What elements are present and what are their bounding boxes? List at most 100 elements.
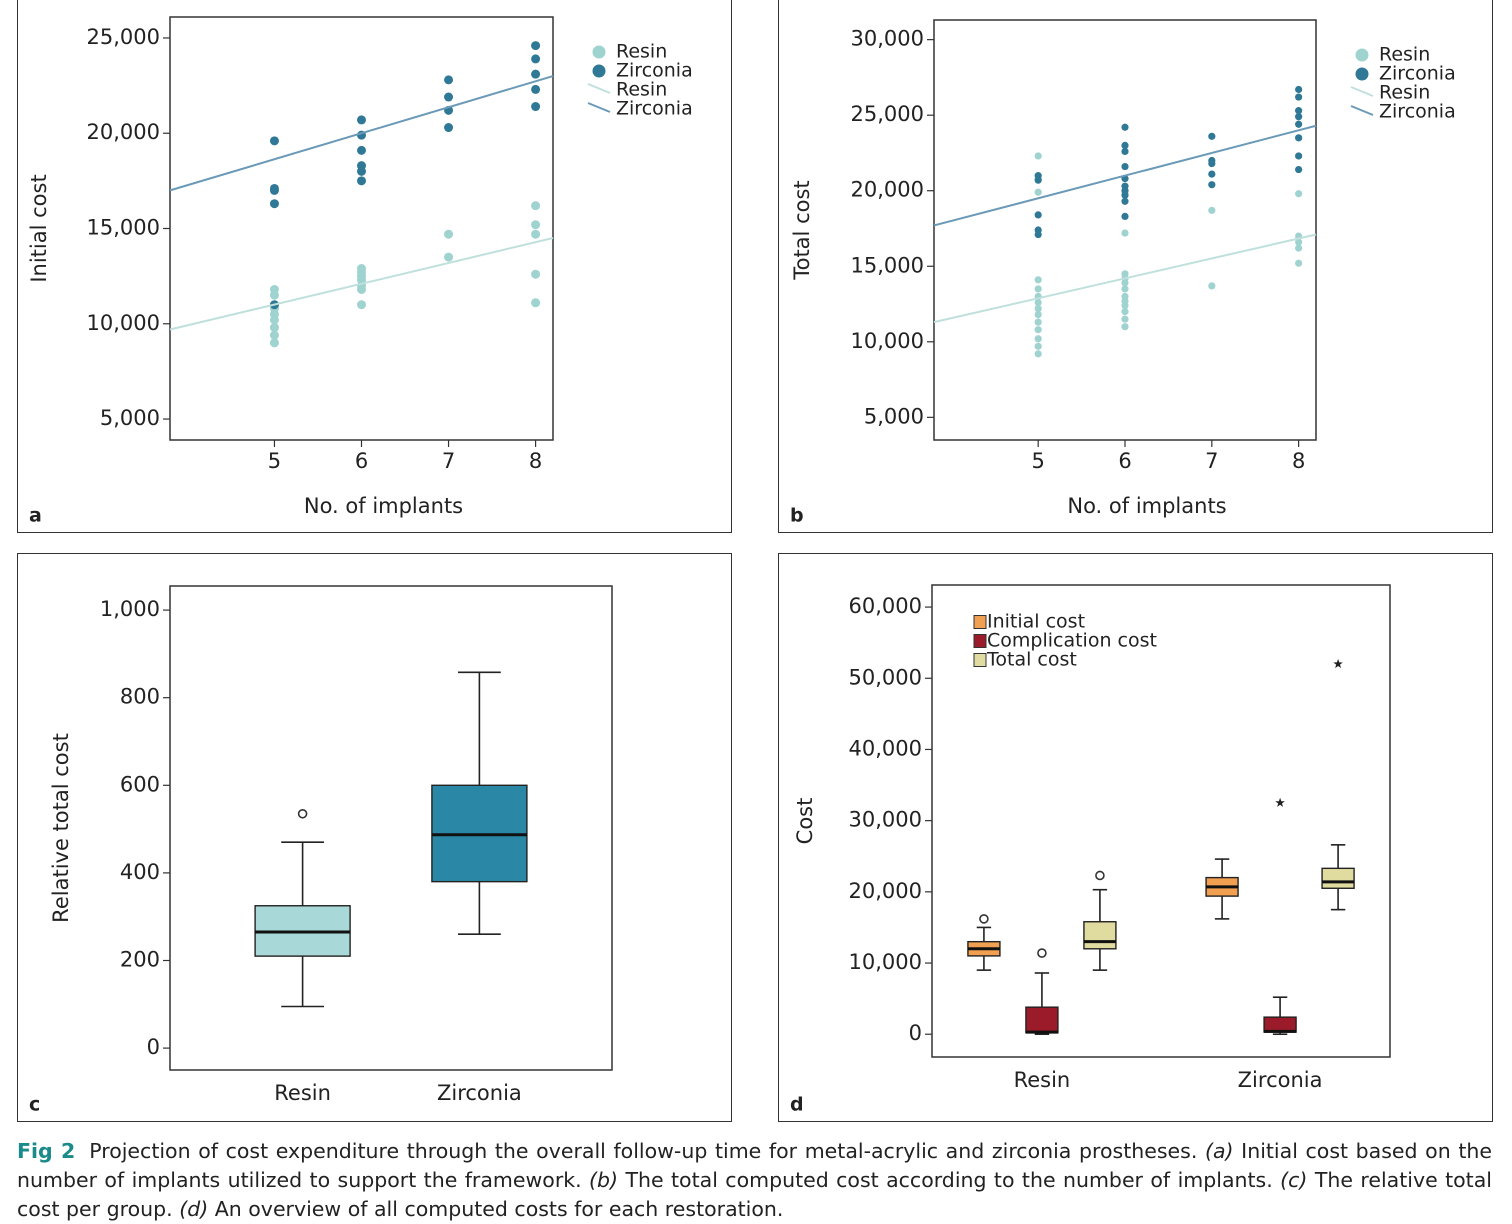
point: [1034, 318, 1042, 326]
point: [357, 284, 366, 294]
y-tick-label: 30,000: [849, 808, 922, 832]
legend-label: Zirconia: [616, 98, 693, 120]
legend-swatch: [973, 653, 987, 667]
caption-text: (b): [589, 1168, 619, 1192]
point: [269, 136, 279, 146]
y-tick-label: 20,000: [851, 178, 924, 202]
point: [531, 201, 541, 211]
panel-label: c: [29, 1094, 40, 1116]
point: [357, 166, 366, 176]
fig: Fig 2: [17, 1139, 76, 1163]
panel-frame: [778, 0, 1493, 533]
legend-marker: [592, 64, 606, 78]
point: [1295, 190, 1303, 198]
point: [1121, 279, 1129, 287]
point: [269, 290, 279, 300]
point: [1121, 123, 1129, 131]
legend-label: Resin: [1379, 44, 1430, 66]
panel-frame: [17, 553, 732, 1122]
point: [531, 229, 541, 239]
point: [1121, 323, 1129, 331]
point: [269, 323, 279, 333]
point: [1295, 152, 1303, 160]
point: [1034, 276, 1042, 284]
x-tick-label: 5: [268, 449, 281, 473]
caption: Fig 2 Projection of cost expenditure thro…: [17, 1137, 1492, 1224]
point: [531, 269, 541, 279]
point: [1208, 132, 1216, 140]
caption-text: An overview of all computed costs for ea…: [208, 1197, 784, 1221]
point: [1295, 238, 1303, 246]
fit-line: [933, 124, 1317, 227]
legend-label: Complication cost: [987, 630, 1157, 652]
box: [1321, 867, 1355, 889]
point: [444, 252, 454, 262]
point: [269, 315, 279, 325]
legend-marker: [1355, 67, 1369, 81]
outlier: [297, 808, 308, 819]
point: [269, 338, 279, 348]
legend-line: [587, 83, 611, 94]
y-tick-label: 200: [120, 947, 160, 971]
y-tick-label: 50,000: [849, 665, 922, 689]
legend-marker: [592, 45, 606, 59]
extreme: [1333, 659, 1343, 669]
y-tick-label: 25,000: [87, 25, 160, 49]
x-axis-label: No. of implants: [304, 494, 463, 518]
y-tick-label: 400: [120, 860, 160, 884]
point: [531, 220, 541, 230]
x-tick-label: Resin: [274, 1081, 331, 1105]
legend-swatch: [973, 634, 987, 648]
legend-label: Zirconia: [1379, 101, 1456, 123]
point: [1295, 120, 1303, 128]
y-axis-label: Cost: [793, 798, 817, 845]
point: [531, 41, 541, 51]
y-tick-label: 25,000: [851, 102, 924, 126]
point: [357, 176, 366, 186]
point: [1295, 113, 1303, 121]
x-tick-label: 8: [1292, 449, 1305, 473]
point: [1208, 181, 1216, 189]
y-tick-label: 800: [120, 685, 160, 709]
legend-label: Total cost: [986, 649, 1077, 671]
outlier: [1037, 948, 1047, 958]
y-tick-label: 20,000: [87, 120, 160, 144]
x-tick-label: 5: [1031, 449, 1044, 473]
point: [1034, 285, 1042, 293]
fit-line: [169, 75, 554, 192]
point: [1034, 342, 1042, 350]
point: [1121, 197, 1129, 205]
x-tick-label: 6: [1118, 449, 1131, 473]
box: [1263, 1016, 1297, 1033]
plot-area: [169, 585, 613, 1071]
point: [444, 123, 454, 133]
point: [444, 92, 454, 102]
point: [444, 75, 454, 85]
y-tick-label: 20,000: [849, 879, 922, 903]
point: [1295, 244, 1303, 252]
point: [531, 102, 541, 112]
box: [1083, 921, 1117, 950]
y-tick-label: 600: [120, 772, 160, 796]
y-tick-label: 30,000: [851, 27, 924, 51]
fit-line: [169, 237, 554, 331]
point: [1295, 93, 1303, 101]
point: [1121, 162, 1129, 171]
legend-label: Zirconia: [1379, 63, 1456, 85]
outlier: [1095, 870, 1105, 881]
y-axis-label: Initial cost: [27, 174, 51, 282]
x-axis-label: No. of implants: [1067, 494, 1226, 518]
panel-label: d: [790, 1094, 804, 1116]
panel-label: a: [29, 505, 42, 527]
point: [1034, 350, 1042, 358]
point: [1034, 176, 1042, 184]
point: [531, 298, 541, 308]
point: [269, 185, 279, 195]
point: [1208, 282, 1216, 290]
panel-frame: [17, 0, 732, 533]
point: [1034, 230, 1042, 239]
point: [1121, 229, 1129, 237]
y-tick-label: 10,000: [851, 329, 924, 353]
legend-label: Resin: [1379, 82, 1430, 104]
